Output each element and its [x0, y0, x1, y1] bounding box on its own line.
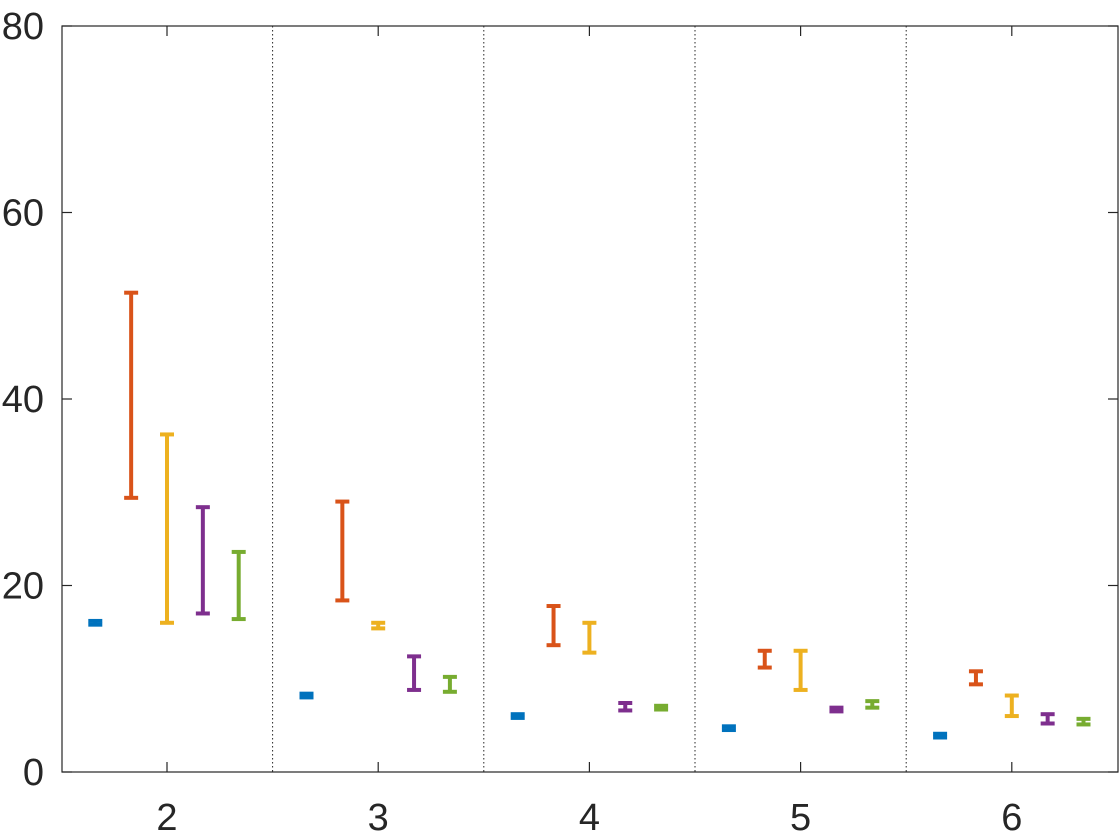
error-bar-s1-4 [510, 712, 525, 720]
x-tick-label-5: 5 [790, 797, 811, 839]
error-bar-s5-4 [654, 703, 669, 712]
error-bar-s3-6 [1004, 693, 1019, 719]
error-bar-s3-5 [793, 648, 808, 692]
axis-ticks [62, 25, 1118, 773]
error-bar-s4-2 [195, 505, 210, 616]
error-bar-s2-6 [968, 669, 983, 687]
y-tick-label-40: 40 [2, 379, 44, 421]
error-bars [88, 290, 1091, 740]
error-bar-s3-4 [582, 620, 597, 655]
error-bar-s3-2 [160, 432, 174, 625]
y-tick-label-60: 60 [2, 193, 44, 235]
x-tick-label-2: 2 [156, 797, 177, 839]
error-bar-s5-2 [231, 549, 246, 622]
error-bar-s1-2 [88, 618, 103, 627]
y-tick-label-20: 20 [2, 566, 44, 608]
error-bar-s2-4 [546, 604, 561, 648]
error-bar-s2-2 [124, 290, 139, 500]
error-bar-s1-3 [299, 691, 314, 700]
error-bar-s4-6 [1040, 712, 1055, 726]
x-tick-label-4: 4 [579, 797, 600, 839]
y-tick-label-80: 80 [2, 6, 44, 48]
x-tick-labels: 2 3 4 5 6 [156, 797, 1022, 839]
y-tick-label-0: 0 [23, 752, 44, 794]
error-bar-s1-6 [933, 731, 948, 740]
error-bar-s2-3 [335, 499, 350, 603]
error-bar-s5-3 [442, 674, 457, 694]
error-bar-s4-3 [407, 654, 422, 692]
x-tick-label-6: 6 [1001, 797, 1022, 839]
error-bar-s5-6 [1076, 716, 1091, 727]
y-tick-labels: 0 20 40 60 80 [2, 6, 44, 794]
x-tick-label-3: 3 [368, 797, 389, 839]
error-bar-s5-5 [865, 699, 880, 710]
error-bar-s4-5 [829, 705, 844, 714]
error-bar-s1-5 [721, 724, 736, 733]
error-bar-s4-4 [618, 700, 633, 713]
plot-frame [61, 25, 1119, 773]
error-bar-s3-3 [371, 620, 386, 631]
error-bar-s2-5 [757, 648, 772, 670]
group-separators [272, 26, 907, 772]
